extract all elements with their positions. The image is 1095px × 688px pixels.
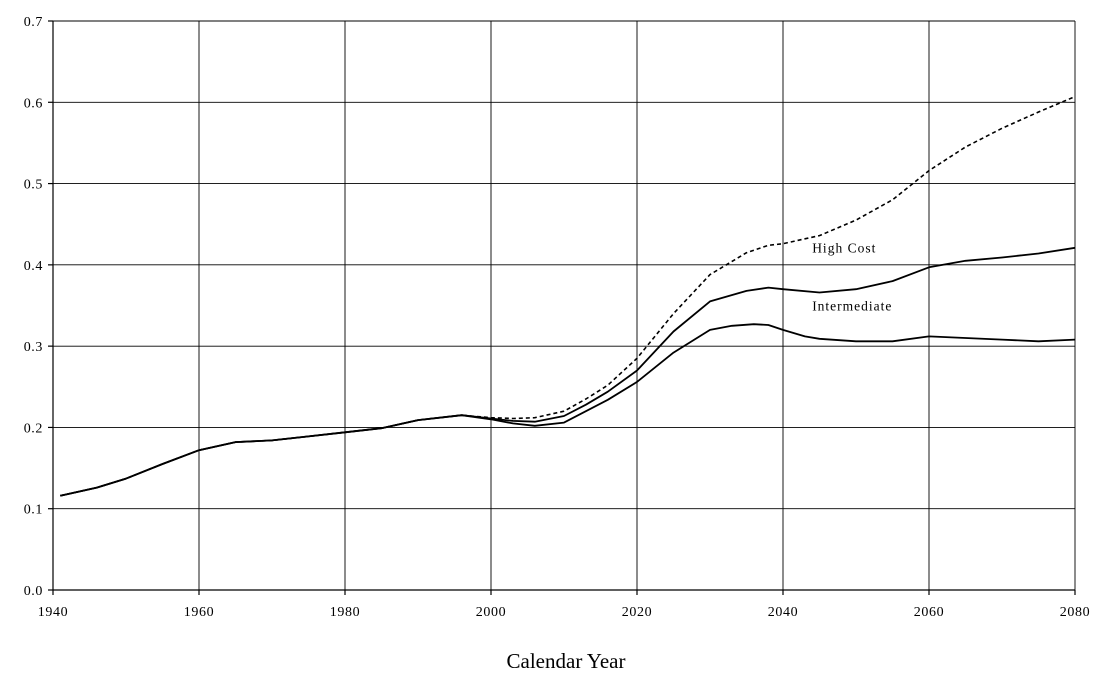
x-tick-label: 2080: [1060, 605, 1090, 620]
x-tick-label: 2020: [622, 605, 652, 620]
y-tick-label: 0.5: [24, 178, 43, 193]
x-axis-title: Calendar Year: [507, 649, 626, 673]
series-line-high-cost: [60, 95, 1076, 497]
label-layer: 0.0 0.1 0.2 0.3 0.4 0.5 0.6 0.7 1940 1960 1980 2000…: [24, 15, 1090, 620]
series-layer: [60, 95, 1076, 497]
y-tick-label: 0.0: [24, 584, 43, 599]
y-tick-label: 0.6: [24, 96, 43, 111]
y-tick-label: 0.7: [24, 15, 43, 30]
grid-layer: [53, 20, 1076, 590]
annotation-high-cost: High Cost: [812, 241, 876, 256]
axis-layer: [48, 20, 1076, 595]
x-tick-label: 1980: [330, 605, 360, 620]
x-tick-label: 1940: [38, 605, 68, 620]
x-tick-label: 2060: [914, 605, 944, 620]
y-tick-label: 0.2: [24, 421, 43, 436]
y-tick-label: 0.1: [24, 503, 43, 518]
y-tick-label: 0.4: [24, 259, 43, 274]
series-line-low-cost: [60, 323, 1076, 497]
series-line-intermediate: [60, 246, 1076, 497]
x-tick-label: 2000: [476, 605, 506, 620]
x-tick-label: 1960: [184, 605, 214, 620]
y-tick-label: 0.3: [24, 340, 43, 355]
annotation-intermediate: Intermediate: [812, 298, 892, 313]
x-tick-label: 2040: [768, 605, 798, 620]
